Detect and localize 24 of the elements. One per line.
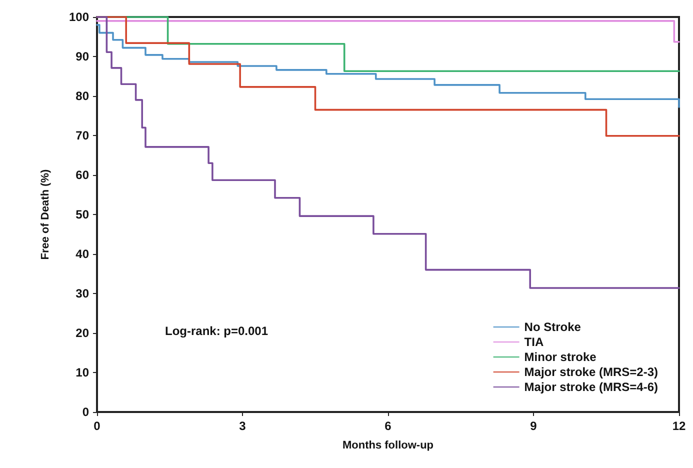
legend-label: Major stroke (MRS=4-6) bbox=[524, 380, 658, 394]
x-tick-label: 3 bbox=[239, 419, 246, 433]
y-tick-label: 80 bbox=[76, 89, 90, 103]
y-tick-label: 100 bbox=[68, 10, 90, 24]
x-tick-label: 12 bbox=[672, 419, 686, 433]
y-tick-label: 0 bbox=[82, 405, 90, 419]
x-axis-title: Months follow-up bbox=[342, 440, 434, 452]
legend-label: Minor stroke bbox=[524, 350, 597, 364]
annotation: Log-rank: p=0.001 bbox=[165, 324, 268, 338]
x-tick-label: 0 bbox=[94, 419, 101, 433]
y-tick-label: 20 bbox=[76, 326, 90, 340]
x-tick-label: 6 bbox=[384, 419, 392, 433]
legend-label: Major stroke (MRS=2-3) bbox=[524, 365, 658, 379]
y-tick-label: 30 bbox=[76, 286, 90, 300]
y-tick-label: 70 bbox=[76, 128, 90, 142]
x-tick-label: 9 bbox=[530, 419, 538, 433]
y-tick-label: 50 bbox=[76, 208, 90, 222]
y-tick-label: 10 bbox=[76, 366, 90, 380]
legend-label: TIA bbox=[524, 335, 544, 349]
y-axis-title: Free of Death (%) bbox=[40, 168, 52, 260]
legend-label: No Stroke bbox=[524, 320, 582, 334]
y-tick-label: 60 bbox=[76, 168, 90, 182]
y-tick-label: 40 bbox=[76, 247, 90, 261]
y-tick-label: 90 bbox=[76, 50, 90, 64]
